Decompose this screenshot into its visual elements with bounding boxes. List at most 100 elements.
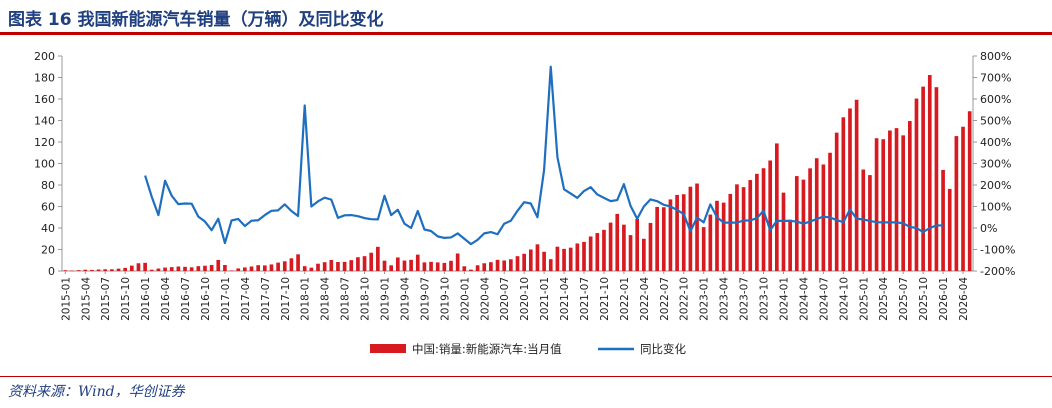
x-tick-label: 2017-07 [260, 277, 272, 321]
sales-bar [329, 260, 334, 271]
sales-bar [169, 267, 174, 271]
right-tick-label: 300% [980, 158, 1011, 171]
x-tick-label: 2020-10 [519, 277, 531, 321]
legend-bar-label: 中国:销量:新能源汽车:当月值 [412, 342, 562, 356]
sales-bar [615, 213, 620, 271]
left-tick-label: 120 [34, 136, 55, 149]
sales-bar [854, 99, 859, 271]
sales-bar [369, 252, 374, 271]
sales-bar [848, 108, 852, 272]
sales-bar [149, 269, 154, 271]
x-tick-label: 2016-07 [180, 277, 192, 321]
sales-bar [475, 265, 480, 271]
sales-bar [462, 266, 467, 271]
sales-bar [429, 261, 433, 271]
sales-bar [814, 158, 819, 271]
tick-labels: 0 20 40 60 80 100 120 140 160 180 200 -200% -100% 0% 1… [34, 50, 1015, 321]
sales-bar [249, 266, 254, 271]
figure-title: 图表 16 我国新能源汽车销量（万辆）及同比变化 [8, 10, 384, 30]
sales-bar [728, 193, 733, 271]
sales-bar [382, 260, 387, 271]
x-tick-label: 2022-07 [659, 277, 671, 321]
sales-bar [555, 246, 560, 271]
x-tick-label: 2017-10 [280, 277, 292, 321]
right-tick-label: 700% [980, 72, 1011, 85]
sales-bar [735, 184, 739, 271]
x-tick-label: 2022-04 [639, 277, 651, 321]
legend-line-label: 同比变化 [640, 342, 686, 356]
right-tick-label: 400% [980, 136, 1011, 149]
sales-bar [947, 188, 952, 271]
sales-bar [409, 259, 413, 271]
sales-bar [528, 249, 533, 271]
header-rule [0, 32, 1052, 35]
x-tick-label: 2020-04 [479, 277, 491, 321]
sales-bar [515, 256, 520, 271]
sales-bar [296, 254, 300, 271]
x-tick-label: 2020-01 [459, 277, 471, 321]
sales-bar [828, 152, 832, 271]
x-tick-label: 2017-04 [240, 277, 252, 321]
sales-bar [788, 219, 792, 271]
sales-bar [794, 176, 799, 271]
x-tick-label: 2016-10 [200, 277, 212, 321]
left-tick-label: 100 [34, 158, 55, 171]
x-tick-label: 2015-07 [100, 277, 112, 321]
sales-bar [761, 168, 766, 271]
left-tick-label: 20 [41, 244, 55, 257]
sales-bar [927, 75, 932, 271]
sales-bar [349, 260, 354, 271]
legend-bar-swatch [370, 344, 406, 353]
sales-bar [622, 224, 626, 271]
sales-bar [834, 132, 839, 271]
sales-bar [256, 265, 260, 271]
sales-bar [548, 259, 553, 271]
x-tick-label: 2018-01 [300, 277, 312, 321]
left-tick-label: 140 [34, 115, 55, 128]
sales-bar [176, 266, 181, 271]
right-tick-label: 500% [980, 115, 1011, 128]
left-tick-label: 0 [48, 265, 55, 278]
sales-bar [156, 268, 161, 271]
x-tick-label: 2024-04 [798, 277, 810, 321]
x-tick-label: 2016-04 [160, 277, 172, 321]
sales-bar [595, 233, 600, 271]
left-tick-label: 60 [41, 201, 55, 214]
sales-bar [967, 111, 972, 271]
sales-bar [376, 246, 380, 271]
x-tick-label: 2026-04 [958, 277, 970, 321]
sales-bar [183, 266, 187, 271]
sales-bar [96, 269, 101, 271]
sales-bar [316, 263, 320, 271]
sales-bar [336, 261, 340, 271]
left-tick-label: 160 [34, 93, 55, 106]
sales-bar [322, 262, 327, 271]
bar-series [63, 75, 972, 272]
right-tick-label: 0% [980, 222, 997, 235]
sales-bar [402, 260, 407, 271]
sales-bar [76, 270, 81, 271]
sales-bar [482, 263, 487, 271]
x-tick-label: 2022-10 [679, 277, 691, 321]
x-tick-label: 2015-04 [80, 277, 92, 321]
sales-bar [70, 270, 74, 272]
sales-bar [681, 194, 686, 271]
x-tick-label: 2019-10 [439, 277, 451, 321]
left-tick-label: 80 [41, 179, 55, 192]
sales-bar [608, 222, 613, 272]
x-tick-label: 2026-01 [938, 277, 950, 321]
x-tick-label: 2016-01 [140, 277, 152, 321]
sales-bar [648, 222, 653, 271]
sales-bar [243, 267, 247, 271]
right-tick-label: 600% [980, 93, 1011, 106]
sales-bar [655, 206, 659, 271]
sales-bar [914, 98, 919, 271]
x-tick-label: 2015-10 [120, 277, 132, 321]
sales-bar [775, 143, 779, 271]
sales-bar [203, 265, 207, 271]
sales-bar [602, 229, 606, 271]
sales-bar [389, 265, 393, 271]
sales-bar [675, 194, 679, 271]
sales-bar [575, 243, 580, 271]
sales-bar [841, 117, 846, 271]
